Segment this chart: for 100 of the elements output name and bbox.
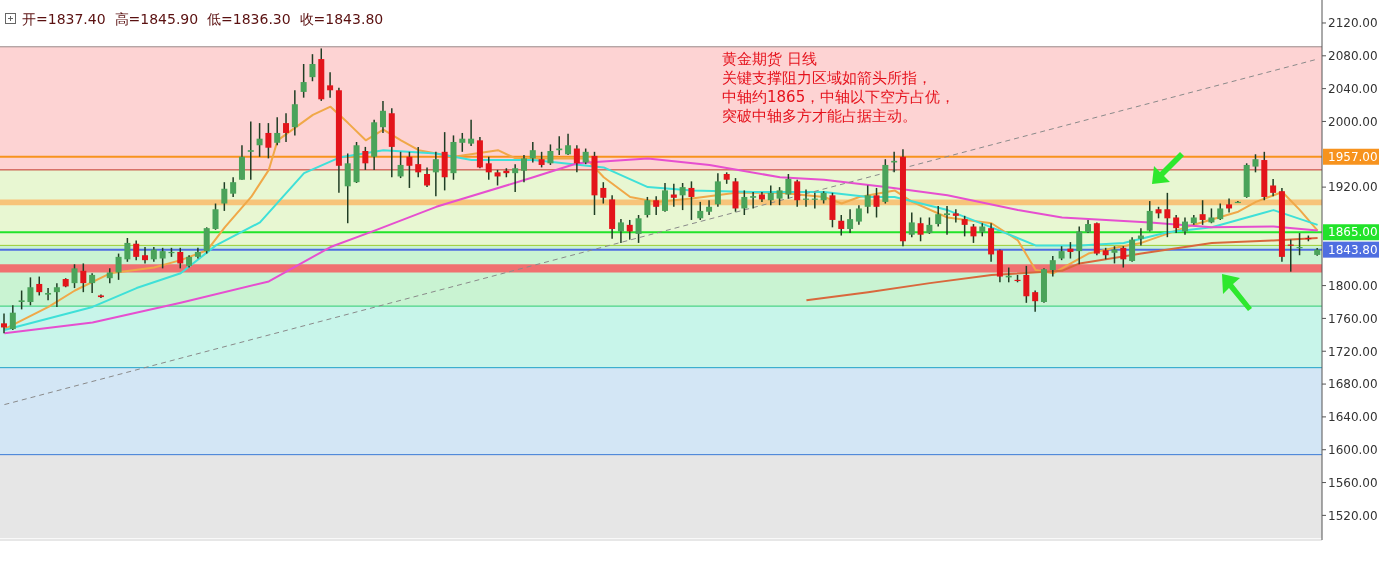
- candlestick: [485, 156, 492, 181]
- y-tick-label: 1600.00: [1328, 442, 1378, 457]
- candlestick: [203, 226, 210, 255]
- candlestick: [679, 182, 686, 211]
- candlestick: [432, 151, 439, 197]
- y-tick-label: 1920.00: [1328, 180, 1378, 195]
- y-tick-label: 2000.00: [1328, 114, 1378, 129]
- candlestick: [45, 287, 52, 302]
- annotation: 关键支撑阻力区域如箭头所指，: [722, 69, 933, 88]
- candlestick: [221, 181, 228, 212]
- candlestick: [547, 143, 554, 166]
- candlestick: [565, 133, 572, 156]
- candlestick: [274, 116, 281, 147]
- candlestick: [379, 100, 386, 134]
- candlestick: [300, 63, 307, 99]
- candlestick: [53, 282, 60, 308]
- ref-line-label: 1865.00: [1328, 225, 1378, 240]
- candlestick: [309, 53, 316, 82]
- candlestick: [283, 112, 290, 143]
- annotation: 突破中轴多方才能占据主动。: [722, 107, 918, 126]
- candlestick: [838, 214, 845, 237]
- candlestick: [908, 211, 915, 238]
- candlestick: [344, 152, 351, 224]
- candlestick: [256, 122, 263, 158]
- candlestick: [459, 132, 466, 153]
- candlestick: [617, 218, 624, 244]
- candlestick: [1173, 214, 1180, 234]
- y-tick-label: 2040.00: [1328, 81, 1378, 96]
- candlestick: [406, 151, 413, 189]
- candlestick: [935, 205, 942, 228]
- candlestick: [27, 276, 34, 307]
- line-series: [805, 236, 1319, 302]
- candlestick: [688, 180, 695, 221]
- candlestick: [133, 239, 140, 261]
- candlestick: [873, 187, 880, 219]
- candlestick: [794, 178, 801, 208]
- annotation: 中轴约1865，中轴以下空方占优，: [722, 88, 956, 107]
- candlestick: [1164, 192, 1171, 238]
- candlestick: [1146, 200, 1153, 233]
- candlestick: [741, 189, 748, 216]
- candlestick: [776, 186, 783, 206]
- candlestick: [230, 176, 237, 198]
- candlestick: [767, 184, 774, 206]
- candlestick: [626, 219, 633, 241]
- candlestick: [785, 173, 792, 200]
- candlestick: [327, 71, 334, 99]
- y-tick-label: 2120.00: [1328, 16, 1378, 31]
- candlestick: [750, 191, 757, 210]
- y-tick-label: 1560.00: [1328, 475, 1378, 490]
- candlestick: [644, 196, 651, 219]
- candlestick: [520, 154, 527, 183]
- candlestick: [1137, 227, 1144, 247]
- y-tick-label: 1720.00: [1328, 344, 1378, 359]
- candlestick: [1049, 255, 1056, 278]
- candlestick: [600, 181, 607, 205]
- candlestick: [247, 120, 254, 181]
- candlestick: [1076, 225, 1083, 266]
- y-tick-label: 2080.00: [1328, 49, 1378, 64]
- ref-line-label: 1843.80: [1328, 242, 1378, 257]
- candlestick: [177, 247, 184, 270]
- y-tick-label: 1640.00: [1328, 410, 1378, 425]
- candlestick: [653, 195, 660, 216]
- candlestick: [468, 119, 475, 147]
- candlestick: [159, 247, 166, 270]
- candlestick: [635, 214, 642, 244]
- candlestick: [706, 199, 713, 216]
- candlestick: [115, 252, 122, 281]
- candlestick: [952, 208, 959, 224]
- y-tick-label: 1800.00: [1328, 278, 1378, 293]
- candlestick: [670, 183, 677, 208]
- candlestick: [1129, 236, 1136, 263]
- candlestick: [212, 202, 219, 231]
- candlestick: [961, 215, 968, 238]
- candlestick: [970, 223, 977, 244]
- candlestick: [238, 144, 245, 181]
- line-series: [3, 105, 1319, 331]
- candlestick: [71, 263, 78, 289]
- candlestick: [1120, 245, 1127, 269]
- candlestick: [1226, 197, 1233, 214]
- candlestick: [512, 163, 519, 193]
- candlestick: [1252, 153, 1259, 174]
- candlestick: [714, 172, 721, 208]
- y-tick-label: 1680.00: [1328, 377, 1378, 392]
- candlestick: [291, 89, 298, 137]
- candlestick: [36, 275, 43, 297]
- candlestick: [89, 272, 96, 294]
- candlestick: [9, 304, 16, 331]
- candlestick: [265, 122, 272, 160]
- candlestick: [1032, 289, 1039, 313]
- ref-line-label: 1957.00: [1328, 149, 1378, 164]
- candlestick: [1023, 265, 1030, 304]
- candlestick: [415, 146, 422, 179]
- candlestick: [124, 237, 131, 263]
- text: 开=1837.40 高=1845.90 低=1836.30 收=1843.80: [22, 11, 384, 29]
- candlestick: [529, 141, 536, 164]
- candlestick: [864, 184, 871, 215]
- candlestick: [917, 216, 924, 243]
- text: 黄金期货 日线: [722, 50, 818, 69]
- candlestick: [397, 151, 404, 179]
- candlestick: [1, 312, 7, 334]
